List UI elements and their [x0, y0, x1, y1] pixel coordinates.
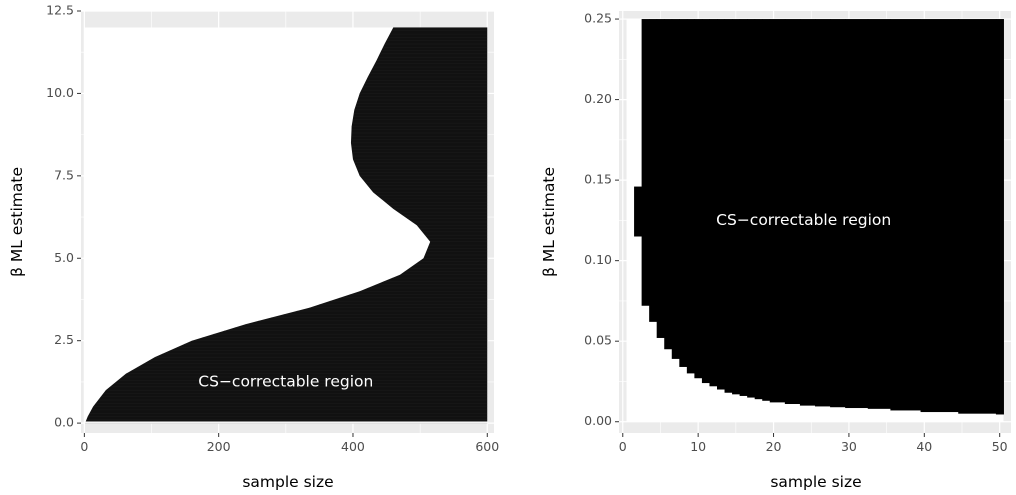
region-column — [664, 19, 673, 350]
region-column — [830, 19, 846, 408]
region-column — [799, 19, 816, 406]
y-tick-label: 12.5 — [46, 3, 74, 18]
region-column — [995, 19, 1004, 415]
region-column — [784, 19, 801, 405]
region-column — [958, 19, 997, 414]
region-column — [920, 19, 959, 413]
region-column — [845, 19, 869, 409]
right-axes: 0 10 20 30 40 50 0.00 0.05 0.10 0.15 0.20 0.25 — [584, 11, 1008, 454]
region-column — [747, 19, 756, 398]
y-tick-label: 7.5 — [54, 167, 74, 182]
x-tick-label: 200 — [207, 439, 231, 454]
region-column — [656, 19, 665, 338]
region-column — [671, 19, 680, 359]
y-tick-label: 2.5 — [54, 332, 74, 347]
region-column — [724, 19, 733, 393]
x-tick-label: 50 — [992, 439, 1008, 454]
tile-stripes — [85, 27, 488, 424]
region-column — [739, 19, 748, 396]
region-column — [717, 19, 726, 390]
region-column — [679, 19, 688, 367]
y-tick-label: 0.15 — [584, 172, 612, 187]
y-tick-label: 0.10 — [584, 252, 612, 267]
y-tick-label: 0.20 — [584, 91, 612, 106]
region-column — [694, 19, 703, 379]
x-tick-label: 400 — [341, 439, 365, 454]
region-column — [701, 19, 710, 384]
region-column — [815, 19, 831, 407]
left-x-axis-title: sample size — [242, 473, 333, 491]
y-tick-label: 0.0 — [54, 415, 74, 430]
region-column — [769, 19, 786, 403]
region-column — [649, 19, 658, 322]
region-column — [754, 19, 763, 400]
region-column — [732, 19, 741, 395]
y-tick-label: 10.0 — [46, 85, 74, 100]
y-tick-label: 0.00 — [584, 413, 612, 428]
region-column — [709, 19, 718, 387]
x-tick-label: 40 — [916, 439, 932, 454]
x-tick-label: 0 — [619, 439, 627, 454]
right-region-layer — [626, 19, 1004, 422]
region-column — [867, 19, 891, 409]
left-region-label: CS−correctable region — [198, 372, 373, 390]
x-tick-label: 10 — [690, 439, 706, 454]
right-y-axis-title: β ML estimate — [540, 167, 558, 277]
right-plot-panel: CS−correctable region 0 10 20 30 40 50 0.00 0.05… — [540, 11, 1011, 491]
right-region-label: CS−correctable region — [716, 211, 891, 229]
y-tick-label: 0.05 — [584, 333, 612, 348]
left-region-layer — [84, 27, 488, 424]
x-tick-label: 600 — [475, 439, 499, 454]
y-tick-label: 5.0 — [54, 250, 74, 265]
y-tick-label: 0.25 — [584, 11, 612, 26]
x-tick-label: 0 — [80, 439, 88, 454]
left-axes: 0 200 400 600 0.0 2.5 5.0 7.5 10.0 12.5 — [46, 3, 499, 455]
left-y-axis-title: β ML estimate — [8, 167, 26, 277]
x-tick-label: 20 — [766, 439, 782, 454]
region-column — [641, 19, 650, 306]
region-column — [890, 19, 922, 411]
x-tick-label: 30 — [841, 439, 857, 454]
right-x-axis-title: sample size — [770, 473, 861, 491]
cs-correctable-region — [634, 19, 1004, 415]
left-plot-panel: CS−correctable region 0 200 400 600 0.0 2.5 5.0… — [8, 3, 499, 492]
cs-correctable-region — [85, 27, 488, 422]
region-column — [686, 19, 695, 374]
region-column — [762, 19, 771, 401]
region-column — [634, 186, 643, 237]
